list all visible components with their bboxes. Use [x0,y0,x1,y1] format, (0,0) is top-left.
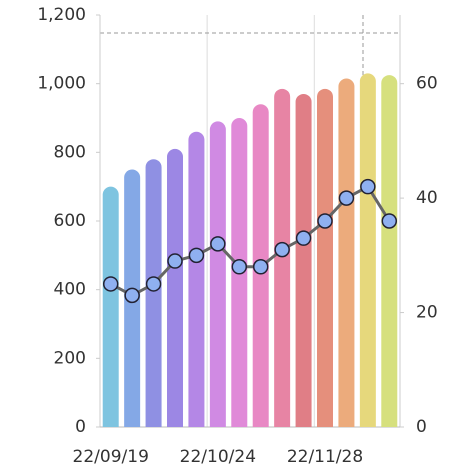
marker [338,190,355,206]
y2-tick-label: 60 [416,74,438,94]
marker [167,253,183,269]
y2-tick-label: 20 [416,303,438,323]
bar [317,88,333,428]
y-tick-label: 400 [54,280,86,300]
bar [381,75,398,427]
bar [102,186,119,427]
marker [210,236,226,252]
bar [274,88,291,428]
marker [252,259,269,275]
bar [359,73,376,427]
marker [381,213,398,229]
bar [167,148,183,427]
marker [188,247,205,264]
bar [209,121,226,427]
y-tick-label: 600 [54,211,86,231]
x-tick-label: 22/10/24 [180,447,256,467]
bar [295,93,312,427]
marker [145,276,162,292]
marker [274,241,290,258]
y2-tick-label: 0 [416,417,427,437]
marker [102,276,119,292]
bar [145,159,162,427]
marker [231,259,248,275]
y2-tick-label: 40 [416,188,438,208]
marker [295,230,312,246]
marker [360,178,376,195]
marker [317,213,333,229]
y-tick-label: 1,000 [37,74,86,94]
y-tick-label: 200 [54,348,86,368]
y-tick-label: 1,200 [37,5,86,25]
y-tick-label: 0 [75,417,86,437]
x-tick-label: 22/09/19 [73,447,149,467]
bar [188,131,205,427]
bar [338,78,355,428]
marker [124,287,140,304]
x-tick-label: 22/11/28 [287,447,363,467]
y-tick-label: 800 [54,142,86,162]
